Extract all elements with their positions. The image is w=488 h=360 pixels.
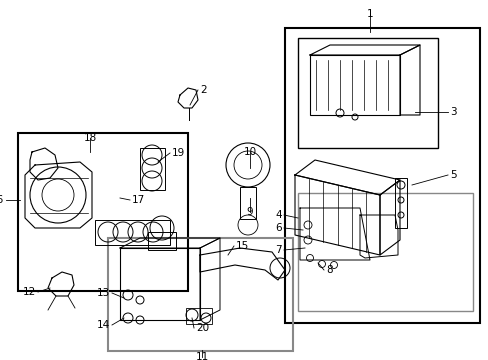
Bar	[394, 178, 406, 228]
Bar	[140, 148, 164, 190]
Text: 17: 17	[132, 195, 145, 205]
Text: 8: 8	[325, 265, 332, 275]
Text: 5: 5	[449, 170, 456, 180]
Text: 13: 13	[97, 288, 110, 298]
Bar	[108, 238, 292, 351]
Text: 11: 11	[195, 352, 208, 360]
Bar	[297, 193, 472, 311]
Text: 12: 12	[23, 287, 36, 297]
Text: 9: 9	[246, 207, 253, 217]
Bar	[185, 308, 212, 324]
Text: 3: 3	[449, 107, 456, 117]
Bar	[120, 248, 200, 320]
Text: 1: 1	[366, 9, 372, 19]
Text: 16: 16	[0, 195, 4, 205]
Text: 6: 6	[275, 223, 282, 233]
Text: 10: 10	[243, 147, 256, 157]
Text: 18: 18	[83, 133, 97, 143]
Bar	[285, 28, 479, 323]
Text: 19: 19	[172, 148, 185, 158]
Bar	[148, 232, 176, 250]
Bar	[297, 38, 437, 148]
Text: 20: 20	[196, 323, 209, 333]
Bar	[18, 133, 187, 291]
Text: 15: 15	[236, 241, 249, 251]
Text: 4: 4	[275, 210, 282, 220]
Text: 7: 7	[275, 245, 282, 255]
Text: 14: 14	[97, 320, 110, 330]
Bar	[240, 187, 256, 219]
Text: 2: 2	[200, 85, 206, 95]
Bar	[309, 55, 399, 115]
Bar	[95, 220, 170, 245]
